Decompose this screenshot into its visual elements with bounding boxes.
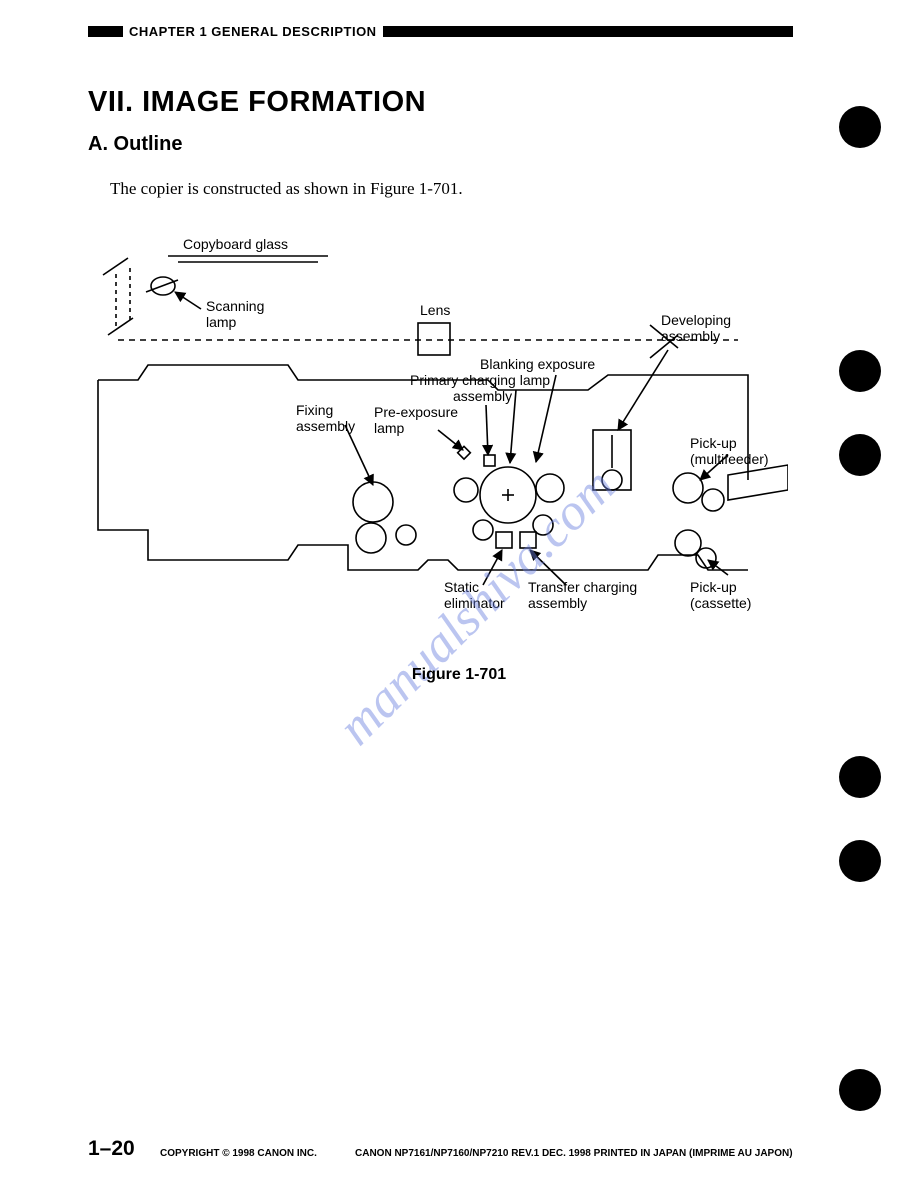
diagram-svg xyxy=(88,230,788,630)
label-copyboard: Copyboard glass xyxy=(183,236,288,252)
figure-caption: Figure 1-701 xyxy=(0,666,918,684)
punch-hole xyxy=(839,106,881,148)
header-bar-right xyxy=(383,26,793,37)
label-scanning-lamp: Scanning lamp xyxy=(206,298,264,330)
label-primary: Primary charging lamp xyxy=(410,372,550,388)
page-number: 1–20 xyxy=(88,1137,135,1161)
punch-hole xyxy=(839,756,881,798)
label-pickup-cas: Pick-up (cassette) xyxy=(690,579,751,611)
label-developing: Developing assembly xyxy=(661,312,731,344)
chapter-title: CHAPTER 1 GENERAL DESCRIPTION xyxy=(129,24,377,39)
label-preexposure: Pre-exposure xyxy=(374,404,458,420)
section-title: VII. IMAGE FORMATION xyxy=(88,86,426,119)
subsection-title: A. Outline xyxy=(88,133,182,156)
copyright-text: COPYRIGHT © 1998 CANON INC. xyxy=(160,1148,317,1159)
label-pickup-mf: Pick-up (multifeeder) xyxy=(690,435,769,467)
label-static: Static eliminator xyxy=(444,579,505,611)
chapter-header: CHAPTER 1 GENERAL DESCRIPTION xyxy=(88,20,793,42)
label-lamp2: lamp xyxy=(374,420,404,436)
label-blanking: Blanking exposure xyxy=(480,356,595,372)
header-bar-left xyxy=(88,26,123,37)
punch-hole xyxy=(839,434,881,476)
intro-paragraph: The copier is constructed as shown in Fi… xyxy=(110,179,463,199)
document-page: CHAPTER 1 GENERAL DESCRIPTION VII. IMAGE… xyxy=(0,0,918,1188)
punch-hole xyxy=(839,840,881,882)
punch-hole xyxy=(839,350,881,392)
label-lens: Lens xyxy=(420,302,450,318)
copier-diagram: Copyboard glass Scanning lamp Lens Devel… xyxy=(88,230,788,630)
footer-model-line: CANON NP7161/NP7160/NP7210 REV.1 DEC. 19… xyxy=(355,1148,868,1159)
label-assembly2: assembly xyxy=(453,388,512,404)
label-transfer: Transfer charging assembly xyxy=(528,579,637,611)
label-fixing: Fixing assembly xyxy=(296,402,355,434)
punch-hole xyxy=(839,1069,881,1111)
